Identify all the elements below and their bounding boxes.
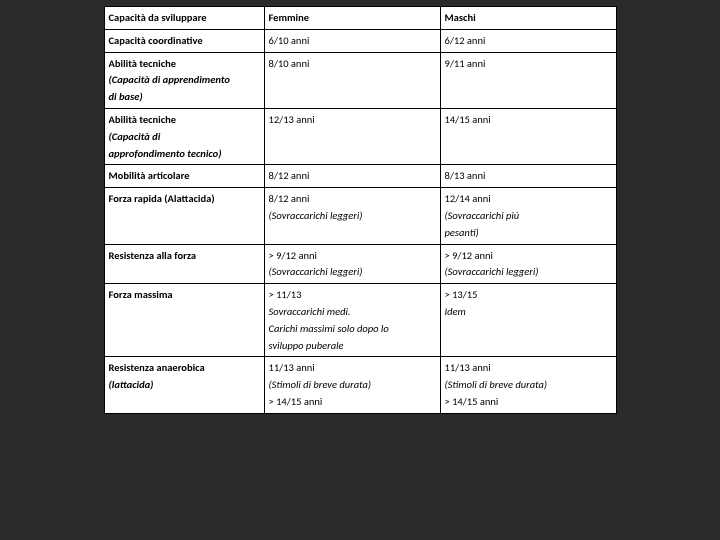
label-main: Forza massima <box>109 287 260 304</box>
table-row: Abilità tecniche (Capacità di apprendime… <box>104 52 616 108</box>
value: > 11/13 <box>269 287 436 304</box>
value-note: Idem <box>445 304 612 321</box>
value: 8/12 anni <box>269 168 436 185</box>
value: 8/10 anni <box>269 56 436 73</box>
label-main: Capacità coordinative <box>109 33 260 50</box>
value-note: Sovraccarichi medi. <box>269 304 436 321</box>
cell-femmine: 8/10 anni <box>264 52 440 108</box>
value: > 9/12 anni <box>269 248 436 265</box>
cell-femmine: > 11/13 Sovraccarichi medi. Carichi mass… <box>264 284 440 357</box>
label-main: Abilità tecniche <box>109 112 260 129</box>
cell-femmine: 8/12 anni <box>264 165 440 188</box>
label-sub: (Capacità di <box>109 129 260 146</box>
value-note: (Sovraccarichi leggeri) <box>269 264 436 281</box>
value-note: (Stimoli di breve durata) <box>269 377 436 394</box>
cell-maschi: 12/14 anni (Sovraccarichi più pesanti) <box>440 188 616 244</box>
value: > 13/15 <box>445 287 612 304</box>
table-row: Resistenza alla forza > 9/12 anni (Sovra… <box>104 244 616 284</box>
table-row: Forza massima > 11/13 Sovraccarichi medi… <box>104 284 616 357</box>
label-sub: approfondimento tecnico) <box>109 146 260 163</box>
row-label: Resistenza alla forza <box>104 244 264 284</box>
value: 8/13 anni <box>445 168 612 185</box>
value: 8/12 anni <box>269 191 436 208</box>
value: 6/10 anni <box>269 33 436 50</box>
label-sub: (Capacità di apprendimento <box>109 72 260 89</box>
label-main: Resistenza alla forza <box>109 248 260 265</box>
cell-maschi: > 13/15 Idem <box>440 284 616 357</box>
label-sub: (lattacida) <box>109 377 260 394</box>
value-note: (Sovraccarichi leggeri) <box>445 264 612 281</box>
value: 14/15 anni <box>445 112 612 129</box>
row-label: Mobilità articolare <box>104 165 264 188</box>
value: 6/12 anni <box>445 33 612 50</box>
row-label: Abilità tecniche (Capacità di approfondi… <box>104 108 264 164</box>
header-row: Capacità da sviluppare Femmine Maschi <box>104 7 616 30</box>
cell-maschi: 11/13 anni (Stimoli di breve durata) > 1… <box>440 357 616 413</box>
value: > 14/15 anni <box>445 394 612 411</box>
cell-maschi: 6/12 anni <box>440 29 616 52</box>
row-label: Forza massima <box>104 284 264 357</box>
cell-femmine: 12/13 anni <box>264 108 440 164</box>
value-note: (Sovraccarichi più <box>445 208 612 225</box>
header-col2: Femmine <box>264 7 440 30</box>
table-row: Abilità tecniche (Capacità di approfondi… <box>104 108 616 164</box>
value-note: (Stimoli di breve durata) <box>445 377 612 394</box>
cell-maschi: 9/11 anni <box>440 52 616 108</box>
label-main: Resistenza anaerobica <box>109 360 260 377</box>
value-note: pesanti) <box>445 225 612 242</box>
value: 12/13 anni <box>269 112 436 129</box>
cell-maschi: > 9/12 anni (Sovraccarichi leggeri) <box>440 244 616 284</box>
label-main: Forza rapida (Alattacida) <box>109 191 260 208</box>
cell-maschi: 8/13 anni <box>440 165 616 188</box>
table-row: Capacità coordinative 6/10 anni 6/12 ann… <box>104 29 616 52</box>
label-main: Abilità tecniche <box>109 56 260 73</box>
label-main: Mobilità articolare <box>109 168 260 185</box>
row-label: Forza rapida (Alattacida) <box>104 188 264 244</box>
cell-femmine: 6/10 anni <box>264 29 440 52</box>
cell-maschi: 14/15 anni <box>440 108 616 164</box>
value-note: Carichi massimi solo dopo lo <box>269 321 436 338</box>
header-col1: Capacità da sviluppare <box>104 7 264 30</box>
label-sub: di base) <box>109 89 260 106</box>
capacity-table: Capacità da sviluppare Femmine Maschi Ca… <box>104 6 617 414</box>
table-row: Resistenza anaerobica (lattacida) 11/13 … <box>104 357 616 413</box>
header-col3: Maschi <box>440 7 616 30</box>
value: 11/13 anni <box>445 360 612 377</box>
value: > 9/12 anni <box>445 248 612 265</box>
row-label: Abilità tecniche (Capacità di apprendime… <box>104 52 264 108</box>
value: 12/14 anni <box>445 191 612 208</box>
table-row: Mobilità articolare 8/12 anni 8/13 anni <box>104 165 616 188</box>
value: > 14/15 anni <box>269 394 436 411</box>
row-label: Capacità coordinative <box>104 29 264 52</box>
value-note: (Sovraccarichi leggeri) <box>269 208 436 225</box>
value-note: sviluppo puberale <box>269 338 436 355</box>
value: 11/13 anni <box>269 360 436 377</box>
cell-femmine: 8/12 anni (Sovraccarichi leggeri) <box>264 188 440 244</box>
table-row: Forza rapida (Alattacida) 8/12 anni (Sov… <box>104 188 616 244</box>
value: 9/11 anni <box>445 56 612 73</box>
cell-femmine: > 9/12 anni (Sovraccarichi leggeri) <box>264 244 440 284</box>
cell-femmine: 11/13 anni (Stimoli di breve durata) > 1… <box>264 357 440 413</box>
row-label: Resistenza anaerobica (lattacida) <box>104 357 264 413</box>
